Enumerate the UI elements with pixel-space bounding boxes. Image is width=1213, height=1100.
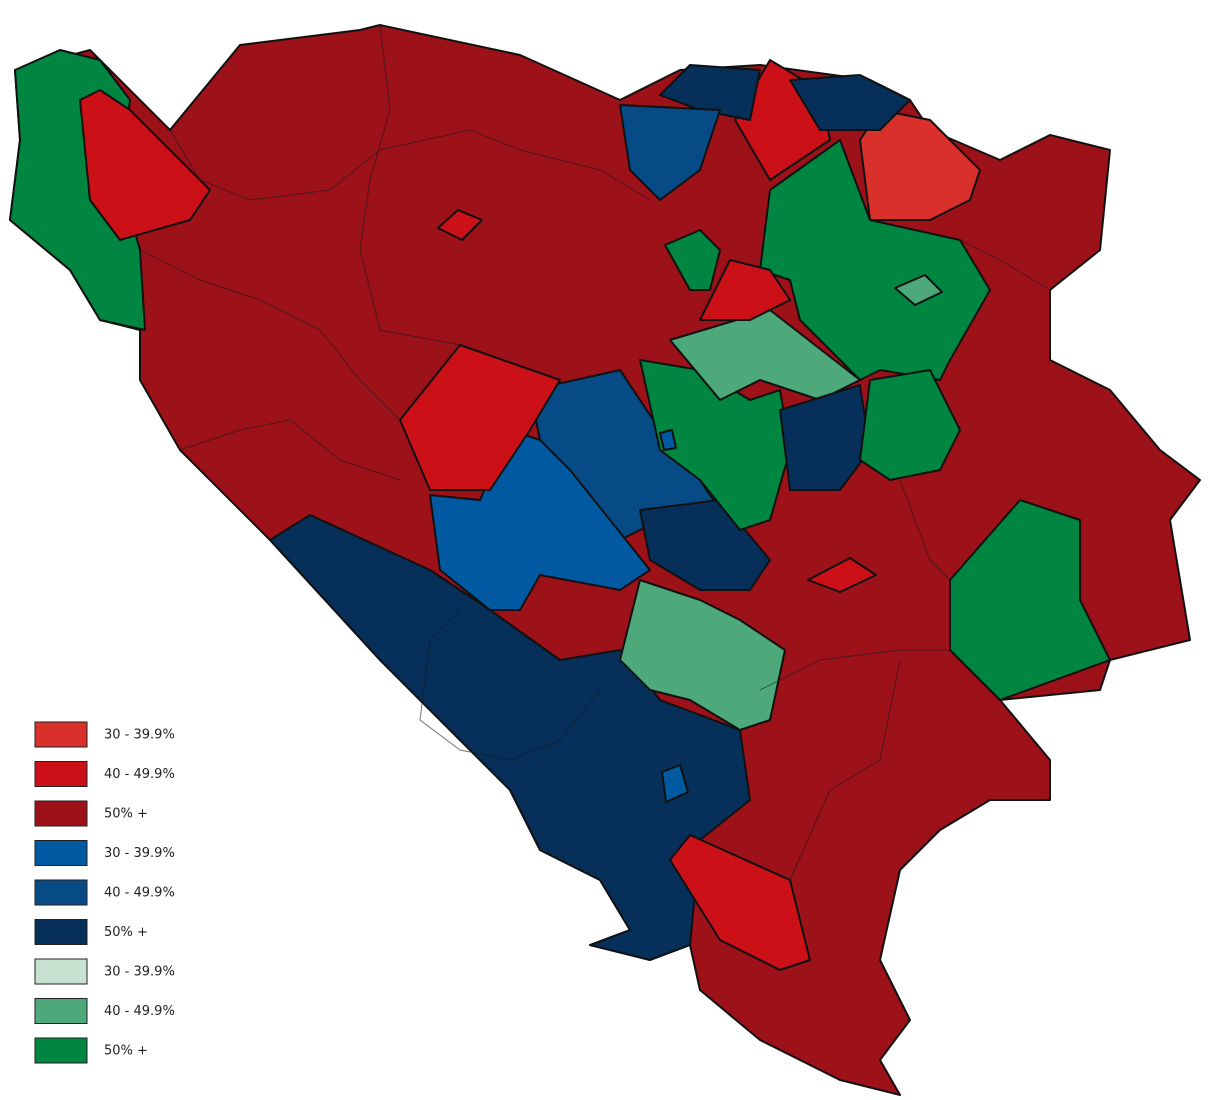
legend-label: 30 - 39.9%	[104, 846, 175, 861]
border	[139, 249, 401, 421]
region	[779, 384, 871, 491]
region	[894, 274, 943, 306]
regions	[9, 24, 1201, 1096]
legend-label: 40 - 49.9%	[104, 1004, 175, 1019]
legend-swatch	[34, 840, 88, 866]
region	[699, 259, 791, 321]
border	[179, 419, 401, 481]
legend-label: 40 - 49.9%	[104, 767, 175, 782]
border	[419, 609, 601, 761]
region	[669, 834, 811, 971]
border	[359, 24, 461, 346]
legend-label: 30 - 39.9%	[104, 965, 175, 980]
border	[789, 659, 901, 881]
border	[169, 129, 651, 201]
legend-swatch	[34, 879, 88, 906]
border	[959, 239, 1051, 291]
legend-label: 50% +	[104, 925, 148, 940]
region	[437, 209, 483, 241]
region	[659, 64, 761, 121]
legend: 30 - 39.9% 40 - 49.9% 50% + 30 - 39.9% 40 - …	[34, 721, 175, 1064]
region	[859, 369, 961, 481]
border	[899, 479, 951, 581]
legend-label: 50% +	[104, 1044, 148, 1059]
region	[807, 557, 877, 593]
legend-swatch	[34, 721, 88, 748]
legend-swatch	[34, 761, 88, 787]
region	[659, 429, 677, 451]
legend-swatch	[34, 1037, 88, 1064]
legend-label: 50% +	[104, 807, 148, 822]
region	[619, 104, 721, 201]
legend-label: 30 - 39.9%	[104, 728, 175, 743]
legend-swatch	[34, 919, 88, 945]
legend-swatch	[34, 800, 88, 827]
region	[79, 89, 211, 241]
legend-swatch	[34, 958, 88, 985]
legend-swatch	[34, 998, 88, 1024]
border	[759, 649, 950, 691]
region	[949, 499, 1111, 701]
region	[619, 579, 786, 731]
municipal-borders	[139, 24, 1051, 881]
region	[661, 764, 689, 803]
region	[664, 229, 721, 291]
legend-label: 40 - 49.9%	[104, 886, 175, 901]
region	[789, 74, 911, 131]
